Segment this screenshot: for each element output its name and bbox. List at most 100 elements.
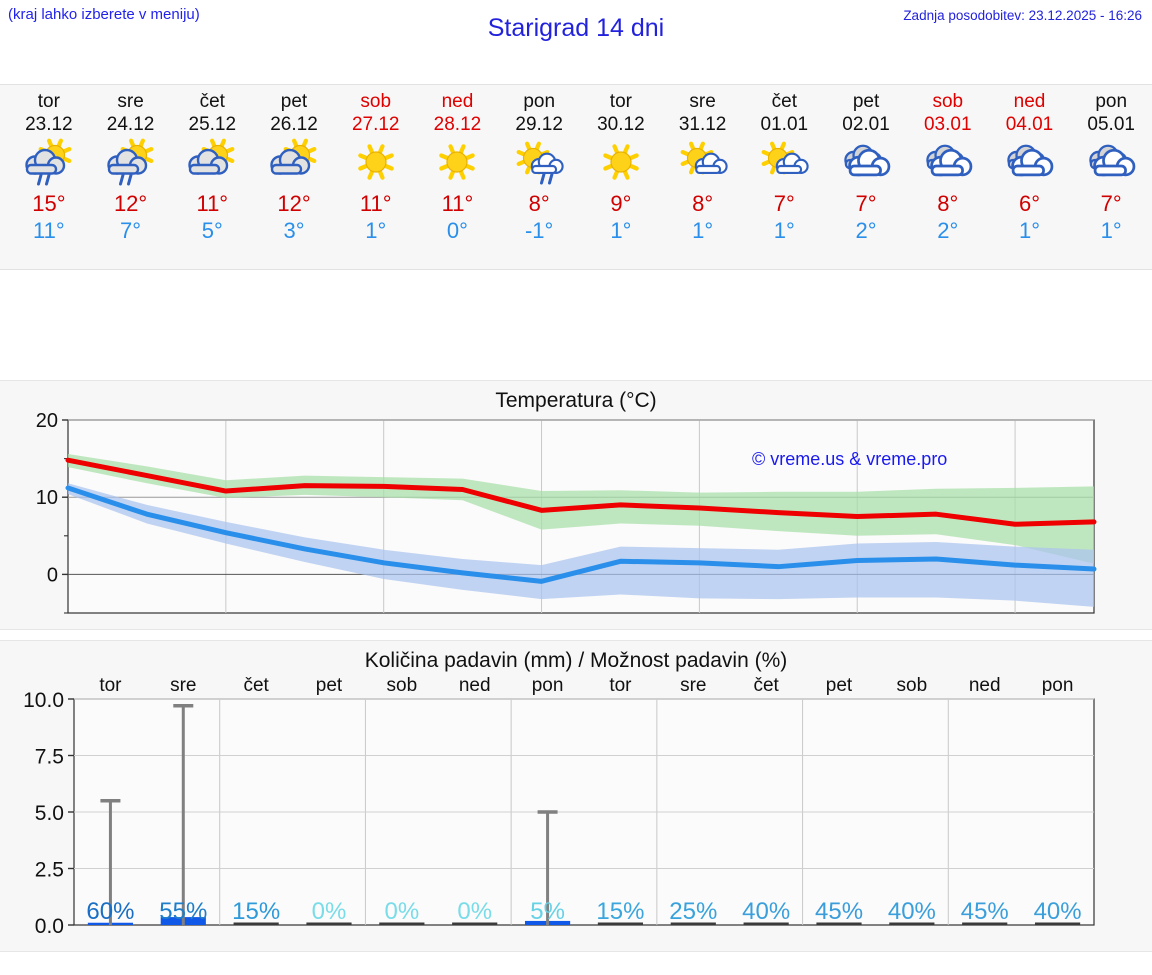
weather-icon-wrap [1083, 138, 1139, 188]
day-of-week-label: čet [199, 91, 225, 112]
date-label: 29.12 [515, 114, 563, 135]
precip-day-label: čet [753, 675, 779, 696]
max-temperature: 15° [32, 191, 66, 216]
cloudy-icon [1089, 144, 1136, 177]
date-label: 01.01 [760, 114, 809, 135]
precipitation-probability: 0% [384, 898, 420, 925]
day-of-week-label: pet [280, 91, 308, 112]
precip-bar [379, 922, 425, 925]
forecast-day-column[interactable]: sob 27.12 11° 1° [335, 85, 417, 269]
day-of-week-label: pon [523, 91, 556, 112]
forecast-strip: tor 23.12 15° 11° sre 24.12 12° 7° čet 25.12 11… [0, 84, 1152, 270]
min-temperature: 1° [610, 218, 632, 243]
precip-day-label: pon [1042, 675, 1074, 696]
weather-icon-wrap [756, 138, 812, 188]
precipitation-probability: 45% [815, 898, 864, 925]
forecast-day-column[interactable]: tor 23.12 15° 11° [8, 85, 90, 269]
menu-hint-text: (kraj lahko izberete v meniju) [8, 6, 200, 23]
precip-day-label: sob [387, 675, 418, 696]
precip-bar [452, 922, 498, 925]
forecast-day-column[interactable]: sob 03.01 8° 2° [907, 85, 989, 269]
max-temperature: 12° [113, 191, 148, 216]
day-of-week-label: pet [852, 91, 880, 112]
precip-day-label: pon [532, 675, 564, 696]
date-label: 24.12 [106, 114, 155, 135]
weather-icon-wrap [429, 138, 485, 188]
forecast-day-column[interactable]: pon 05.01 7° 1° [1070, 85, 1152, 269]
date-label: 03.01 [923, 114, 972, 135]
sun-smallcloud-icon [680, 141, 728, 175]
precipitation-probability: 0% [457, 898, 493, 925]
precip-bar [889, 922, 935, 925]
weather-icon-wrap [838, 138, 894, 188]
svg-text:0: 0 [47, 564, 58, 586]
svg-text:7.5: 7.5 [35, 746, 64, 769]
precipitation-probability: 15% [596, 898, 645, 925]
day-of-week-label: sre [689, 91, 716, 112]
sun-cloud-rain-icon [25, 138, 72, 186]
precip-day-label: tor [609, 675, 632, 696]
svg-text:20: 20 [36, 410, 58, 432]
forecast-day-column[interactable]: čet 25.12 11° 5° [171, 85, 253, 269]
max-temperature: 7° [1100, 191, 1122, 216]
forecast-day-column[interactable]: ned 28.12 11° 0° [417, 85, 499, 269]
forecast-day-column[interactable]: pet 26.12 12° 3° [253, 85, 335, 269]
forecast-day-column[interactable]: sre 31.12 8° 1° [662, 85, 744, 269]
weather-icon-wrap [1001, 138, 1057, 188]
weather-icon-wrap [21, 138, 77, 188]
temperature-chart-block: Temperatura (°C) 0 10 20 © vreme.us & vreme… [0, 380, 1152, 630]
copyright-text: © vreme.us & vreme.pro [752, 449, 947, 469]
max-temperature: 7° [773, 191, 795, 216]
sun-icon [439, 144, 476, 180]
precip-day-label: tor [99, 675, 122, 696]
svg-text:5.0: 5.0 [35, 802, 64, 825]
min-temperature: 11° [33, 218, 65, 243]
date-label: 05.01 [1087, 114, 1135, 135]
sun-icon [603, 144, 639, 180]
date-label: 31.12 [678, 114, 727, 135]
cloudy-icon [1007, 144, 1054, 177]
max-temperature: 7° [855, 191, 877, 216]
weather-icon-wrap [103, 138, 159, 188]
precip-bar [816, 922, 862, 925]
min-temperature: -1° [524, 218, 554, 243]
sun-smallcloud-rain-icon [516, 141, 564, 185]
page-header: (kraj lahko izberete v meniju) Starigrad… [0, 0, 1152, 56]
precip-day-label: ned [459, 675, 491, 696]
forecast-day-column[interactable]: ned 04.01 6° 1° [989, 85, 1071, 269]
sun-smallcloud-icon [761, 141, 809, 175]
day-of-week-label: sre [117, 91, 144, 112]
weather-icon-wrap [593, 138, 649, 188]
day-of-week-label: ned [441, 91, 474, 112]
weather-icon-wrap [675, 138, 731, 188]
max-temperature: 6° [1018, 191, 1040, 216]
strip-left-spacer [0, 85, 8, 269]
forecast-day-column[interactable]: čet 01.01 7° 1° [743, 85, 825, 269]
sun-icon [357, 144, 394, 180]
day-of-week-label: tor [37, 91, 60, 112]
date-label: 02.01 [842, 114, 890, 135]
weather-icon-wrap [920, 138, 976, 188]
precipitation-chart: tor sre čet pet sob ned pon tor sre čet pet sob ned p… [23, 675, 1095, 938]
precipitation-probability: 40% [742, 898, 791, 925]
svg-text:10.0: 10.0 [23, 689, 64, 712]
forecast-day-column[interactable]: pon 29.12 8° -1° [498, 85, 580, 269]
forecast-day-column[interactable]: tor 30.12 9° 1° [580, 85, 662, 269]
day-of-week-label: sob [360, 91, 392, 112]
svg-text:0.0: 0.0 [35, 915, 64, 938]
weather-icon-wrap [266, 138, 322, 188]
page-title: Starigrad 14 dni [487, 14, 665, 42]
precip-day-label: pet [316, 675, 343, 696]
precip-bar [962, 922, 1008, 925]
sun-cloud-icon [270, 138, 317, 175]
forecast-day-column[interactable]: sre 24.12 12° 7° [90, 85, 172, 269]
min-temperature: 1° [692, 218, 714, 243]
min-temperature: 1° [1100, 218, 1122, 243]
date-label: 26.12 [270, 114, 318, 135]
max-temperature: 9° [610, 191, 632, 216]
date-label: 27.12 [351, 114, 400, 135]
min-temperature: 1° [365, 218, 387, 243]
day-of-week-label: tor [609, 91, 632, 112]
forecast-day-column[interactable]: pet 02.01 7° 2° [825, 85, 907, 269]
